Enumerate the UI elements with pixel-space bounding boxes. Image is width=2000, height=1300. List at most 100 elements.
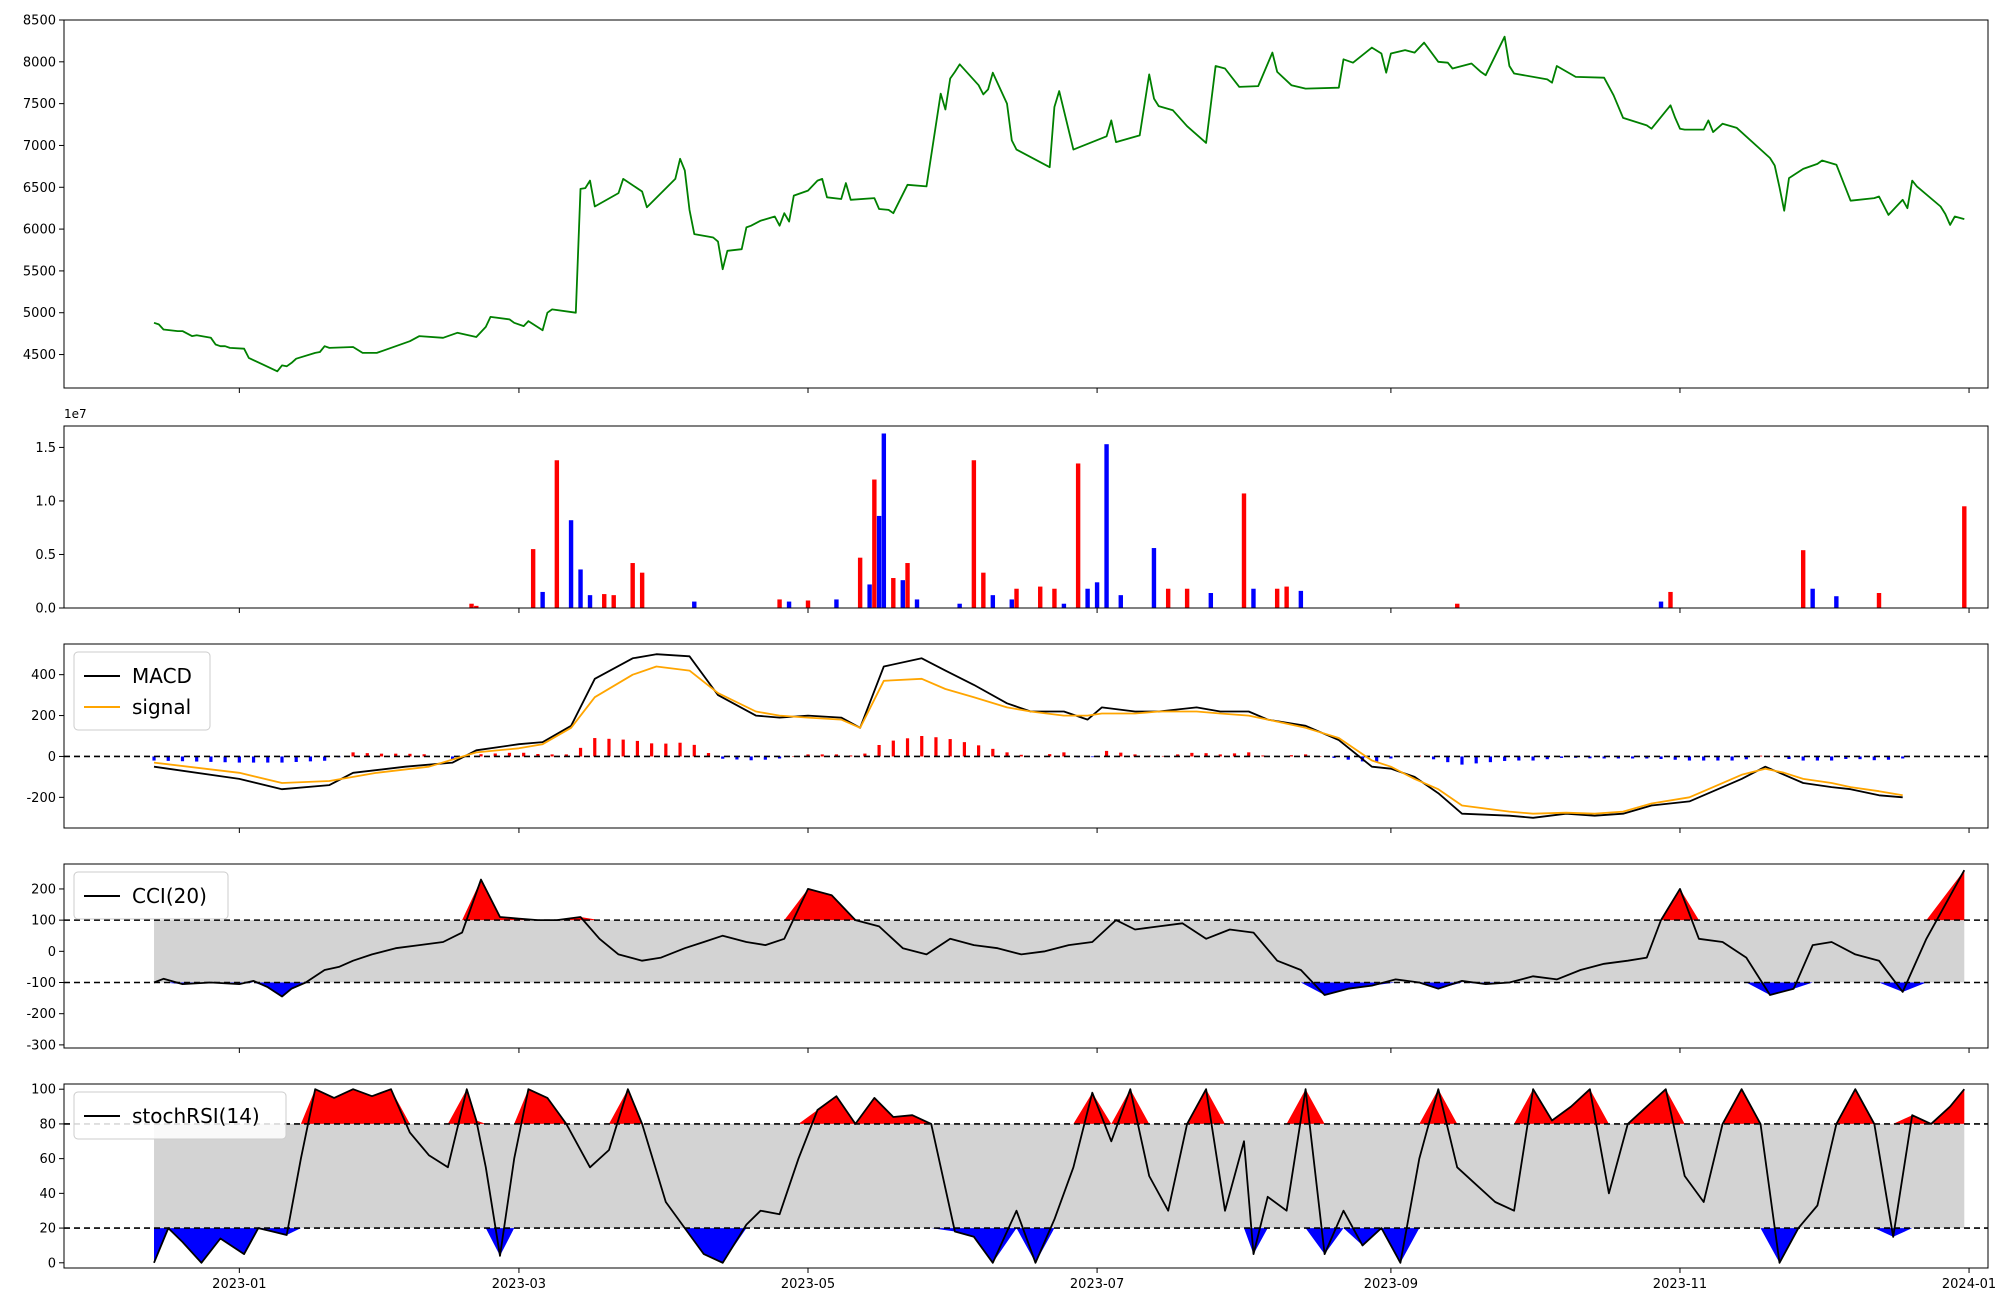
macd-histogram-bar (834, 754, 839, 757)
volume-bar (568, 520, 574, 608)
macd-histogram-bar (1645, 756, 1649, 759)
macd-histogram-bar (507, 752, 512, 757)
cci-overbought-fill (154, 870, 1965, 921)
x-tick-label: 2023-11 (1653, 1277, 1707, 1292)
volume-y-tick-label: 1.0 (35, 494, 56, 509)
cci-legend-label: CCI(20) (132, 884, 207, 908)
x-tick-label: 2023-07 (1070, 1277, 1124, 1292)
macd-histogram-bar (1716, 756, 1720, 761)
volume-bar (1658, 601, 1664, 608)
macd-histogram-bar (1474, 756, 1478, 764)
stochrsi-legend-box (73, 1091, 287, 1140)
macd-histogram-bar (820, 754, 824, 757)
cci-neutral-band (154, 920, 1965, 983)
price-y-tick-label: 8000 (23, 55, 56, 70)
volume-bar (1274, 588, 1280, 608)
volume-bar (1009, 599, 1014, 608)
macd-histogram-bar (948, 739, 952, 757)
volume-bar (891, 578, 896, 608)
cci-y-tick-label: -300 (26, 1038, 56, 1053)
volume-bar (805, 600, 811, 608)
macd-histogram-bar (1531, 756, 1535, 761)
macd-histogram-bar (1503, 756, 1507, 761)
macd-histogram-bar (578, 747, 583, 757)
panel-stochrsi (59, 1083, 1989, 1273)
volume-bar (469, 603, 474, 608)
macd-histogram-bar (1687, 756, 1692, 761)
macd-histogram-bar (621, 739, 625, 757)
macd-histogram-bar (195, 756, 199, 762)
macd-histogram-bar (209, 756, 213, 762)
macd-y-tick-label: 400 (31, 668, 56, 683)
cci-y-tick-label: -200 (26, 1007, 56, 1022)
volume-bar (1094, 582, 1100, 608)
volume-bar (1184, 588, 1190, 608)
macd-histogram-bar (607, 738, 611, 757)
macd-histogram-bar (721, 756, 725, 759)
volume-bar (1075, 463, 1081, 608)
macd-histogram-bar (1062, 752, 1066, 757)
macd-histogram-bar (1488, 756, 1493, 763)
macd-histogram-bar (962, 742, 966, 757)
volume-bar (1962, 506, 1967, 608)
volume-bar (971, 460, 977, 608)
cci-y-tick-label: 200 (31, 882, 56, 897)
volume-bar (578, 569, 583, 608)
x-tick-label: 2023-09 (1364, 1277, 1418, 1292)
macd-histogram-bar (152, 756, 156, 761)
volume-bar (1085, 588, 1090, 608)
macd-histogram-bar (493, 753, 497, 757)
macd-histogram-bar (536, 753, 540, 757)
price-y-tick-label: 7000 (23, 139, 56, 154)
volume-bar (1876, 593, 1882, 608)
macd-histogram-bar (1218, 754, 1222, 757)
volume-bar (1118, 595, 1123, 608)
macd-histogram-bar (1559, 756, 1564, 758)
macd-histogram-bar (1048, 754, 1052, 757)
macd-histogram-bar (1801, 756, 1805, 761)
volume-bar (905, 563, 910, 608)
stochrsi-axes-frame (63, 1083, 1989, 1269)
macd-histogram-bar (323, 756, 327, 761)
volume-bar (900, 580, 905, 608)
macd-histogram-bar (1602, 756, 1606, 759)
macd-histogram-bar (1517, 756, 1521, 761)
volume-axes-frame (63, 425, 1989, 609)
macd-histogram-bar (1204, 753, 1208, 757)
macd-histogram-bar (877, 744, 881, 757)
macd-histogram-bar (1161, 755, 1166, 757)
volume-bar (630, 563, 635, 608)
cci-oversold-fill (154, 982, 1965, 997)
price-series-line (153, 35, 1965, 373)
stochrsi-y-tick-label: 80 (39, 1117, 56, 1132)
volume-bar (540, 591, 545, 608)
macd-histogram-bar (1858, 756, 1862, 760)
volume-bar (857, 557, 863, 608)
macd-histogram-bar (735, 756, 739, 760)
macd-histogram-bar (1104, 750, 1109, 757)
macd-histogram-bar (1460, 756, 1464, 765)
macd-histogram-bar (991, 748, 995, 757)
macd-histogram-bar (1659, 756, 1663, 759)
volume-y-tick-label: 1.5 (35, 441, 56, 456)
macd-histogram-bar (635, 740, 640, 757)
volume-bar (914, 599, 920, 608)
macd-histogram-bar (1830, 756, 1834, 761)
stochrsi-oversold-fill (154, 1228, 1965, 1263)
macd-histogram-bar (564, 754, 568, 757)
macd-histogram-bar (450, 756, 455, 760)
macd-histogram-bar (1446, 756, 1450, 763)
volume-bar (639, 572, 645, 608)
macd-histogram-bar (180, 756, 185, 762)
macd-series-line (153, 665, 1903, 815)
macd-histogram-bar (1190, 752, 1194, 757)
volume-bar (1455, 603, 1460, 608)
macd-histogram-bar (1844, 756, 1848, 759)
macd-histogram-bar (1289, 755, 1293, 757)
volume-bar (777, 599, 782, 608)
macd-histogram-bar (394, 753, 398, 757)
volume-bar (990, 595, 996, 608)
macd-histogram-bar (1247, 752, 1251, 757)
price-y-tick-label: 6500 (23, 181, 56, 196)
